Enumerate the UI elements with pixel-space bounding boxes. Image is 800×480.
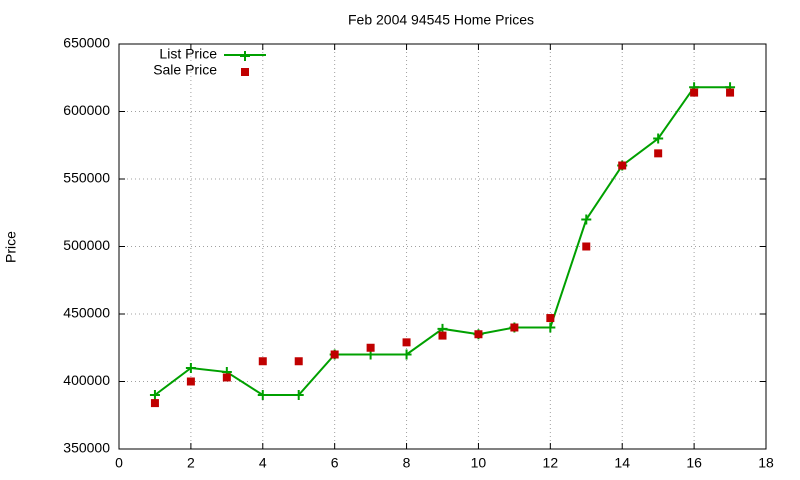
data-point [150,399,159,408]
data-point [654,149,663,158]
x-tick-label: 10 [471,455,487,471]
y-tick-label: 600000 [63,102,110,118]
data-point [402,338,411,347]
data-point [258,357,267,366]
data-point [186,377,195,386]
data-point [401,349,412,360]
data-point [257,390,268,400]
data-point [546,314,555,323]
y-tick-label: 650000 [63,35,110,51]
x-tick-label: 6 [331,455,339,471]
x-tick-label: 0 [115,455,123,471]
data-point [293,390,304,400]
data-point [185,363,196,373]
data-point [149,390,160,400]
data-point [474,330,483,339]
data-point [545,322,556,333]
x-tick-label: 16 [686,455,702,471]
data-point [582,242,591,251]
x-tick-label: 18 [758,455,774,471]
legend-marker [240,51,250,61]
legend-label: Sale Price [153,62,217,78]
x-tick-label: 12 [543,455,559,471]
legend-marker [241,68,249,76]
data-point [294,357,303,366]
data-point [653,133,664,144]
data-point [510,323,519,332]
data-point [438,331,447,340]
data-point [581,214,592,225]
y-tick-label: 400000 [63,372,110,388]
y-axis-label: Price [3,231,19,263]
data-point [618,161,627,170]
y-tick-label: 550000 [63,170,110,186]
x-tick-label: 14 [614,455,630,471]
chart-title: Feb 2004 94545 Home Prices [348,12,534,28]
series-line [154,86,731,396]
plot-frame [118,43,767,450]
data-point [726,88,735,97]
data-point [690,88,699,97]
y-tick-label: 450000 [63,305,110,321]
x-tick-label: 2 [187,455,195,471]
data-point [330,350,339,359]
legend-label: List Price [159,46,217,62]
data-point [366,343,375,352]
y-tick-label: 350000 [63,440,110,456]
x-tick-label: 4 [259,455,267,471]
x-tick-label: 8 [403,455,411,471]
y-tick-label: 500000 [63,237,110,253]
data-point [222,373,231,382]
